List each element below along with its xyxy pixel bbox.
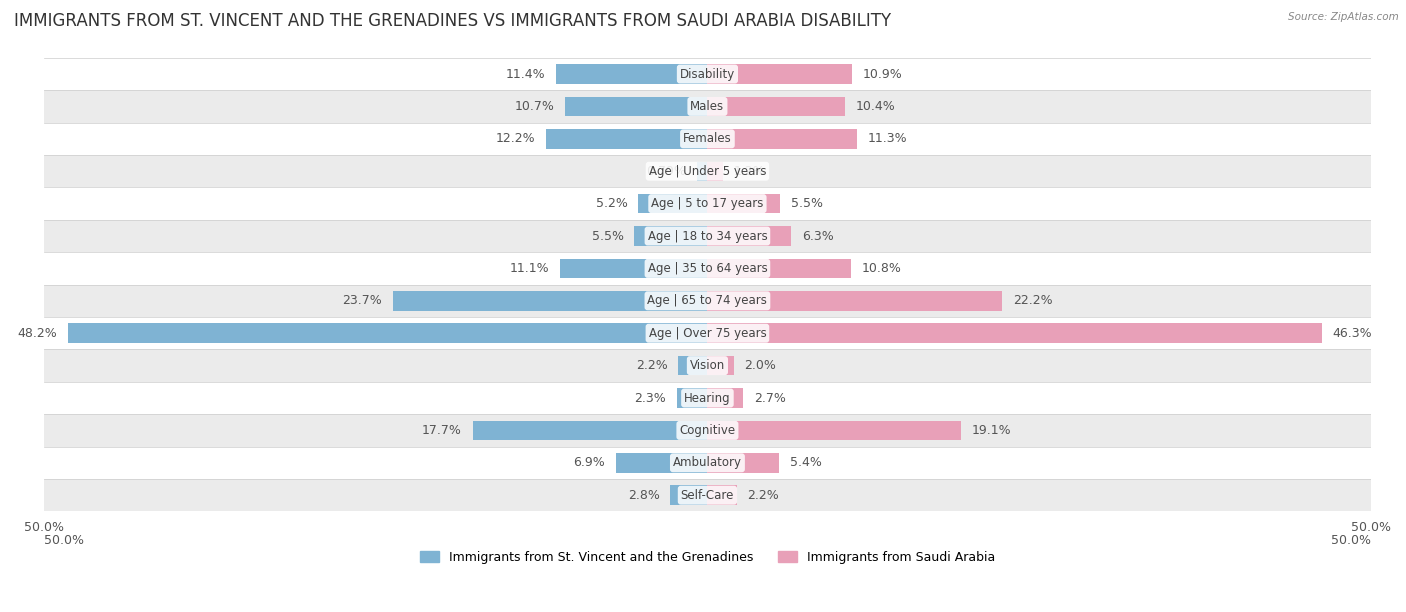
Bar [707, 64, 852, 84]
Bar [707, 356, 734, 375]
Bar [44, 220, 1371, 252]
Bar [671, 485, 707, 505]
Bar [44, 187, 1371, 220]
Bar [557, 64, 707, 84]
Bar [707, 162, 723, 181]
Text: Self-Care: Self-Care [681, 489, 734, 502]
Bar [634, 226, 707, 246]
Text: IMMIGRANTS FROM ST. VINCENT AND THE GRENADINES VS IMMIGRANTS FROM SAUDI ARABIA D: IMMIGRANTS FROM ST. VINCENT AND THE GREN… [14, 12, 891, 30]
Bar [697, 162, 707, 181]
Text: Age | Under 5 years: Age | Under 5 years [648, 165, 766, 177]
Text: Ambulatory: Ambulatory [673, 457, 742, 469]
Text: 2.8%: 2.8% [627, 489, 659, 502]
Bar [44, 382, 1371, 414]
Text: 6.3%: 6.3% [801, 230, 834, 242]
Text: 23.7%: 23.7% [343, 294, 382, 307]
Text: 5.2%: 5.2% [596, 197, 628, 210]
Bar [44, 317, 1371, 349]
Bar [44, 479, 1371, 512]
Text: 11.3%: 11.3% [868, 132, 908, 145]
Text: 46.3%: 46.3% [1333, 327, 1372, 340]
Bar [44, 414, 1371, 447]
Text: Source: ZipAtlas.com: Source: ZipAtlas.com [1288, 12, 1399, 22]
Text: 5.5%: 5.5% [792, 197, 823, 210]
Bar [707, 129, 858, 149]
Bar [707, 291, 1002, 310]
Bar [44, 447, 1371, 479]
Text: 0.79%: 0.79% [647, 165, 686, 177]
Bar [676, 388, 707, 408]
Bar [546, 129, 707, 149]
Text: 2.0%: 2.0% [745, 359, 776, 372]
Text: Age | 65 to 74 years: Age | 65 to 74 years [648, 294, 768, 307]
Text: Cognitive: Cognitive [679, 424, 735, 437]
Text: 11.4%: 11.4% [506, 67, 546, 81]
Text: 48.2%: 48.2% [17, 327, 58, 340]
Bar [44, 155, 1371, 187]
Bar [565, 97, 707, 116]
Text: 17.7%: 17.7% [422, 424, 463, 437]
Text: 12.2%: 12.2% [495, 132, 534, 145]
Bar [44, 58, 1371, 90]
Bar [44, 90, 1371, 122]
Text: Age | Over 75 years: Age | Over 75 years [648, 327, 766, 340]
Text: Age | 35 to 64 years: Age | 35 to 64 years [648, 262, 768, 275]
Text: 10.7%: 10.7% [515, 100, 555, 113]
Bar [616, 453, 707, 472]
Bar [44, 122, 1371, 155]
Text: Age | 18 to 34 years: Age | 18 to 34 years [648, 230, 768, 242]
Text: 19.1%: 19.1% [972, 424, 1011, 437]
Bar [560, 259, 707, 278]
Bar [707, 226, 792, 246]
Bar [44, 252, 1371, 285]
Text: 22.2%: 22.2% [1012, 294, 1052, 307]
Bar [392, 291, 707, 310]
Legend: Immigrants from St. Vincent and the Grenadines, Immigrants from Saudi Arabia: Immigrants from St. Vincent and the Gren… [420, 551, 995, 564]
Text: Hearing: Hearing [685, 392, 731, 405]
Bar [678, 356, 707, 375]
Text: 10.4%: 10.4% [856, 100, 896, 113]
Bar [707, 453, 779, 472]
Text: 2.2%: 2.2% [636, 359, 668, 372]
Bar [707, 324, 1322, 343]
Bar [472, 420, 707, 440]
Text: Vision: Vision [690, 359, 725, 372]
Text: 10.8%: 10.8% [862, 262, 901, 275]
Bar [707, 259, 851, 278]
Text: 50.0%: 50.0% [1331, 534, 1371, 547]
Bar [707, 97, 845, 116]
Bar [67, 324, 707, 343]
Text: 2.3%: 2.3% [634, 392, 666, 405]
Text: Age | 5 to 17 years: Age | 5 to 17 years [651, 197, 763, 210]
Text: 2.2%: 2.2% [747, 489, 779, 502]
Bar [638, 194, 707, 214]
Bar [707, 420, 960, 440]
Text: 5.4%: 5.4% [790, 457, 821, 469]
Text: 50.0%: 50.0% [44, 534, 84, 547]
Text: 5.5%: 5.5% [592, 230, 624, 242]
Text: Females: Females [683, 132, 731, 145]
Bar [707, 388, 744, 408]
Bar [707, 194, 780, 214]
Text: 2.7%: 2.7% [754, 392, 786, 405]
Bar [707, 485, 737, 505]
Bar [44, 285, 1371, 317]
Text: Disability: Disability [681, 67, 735, 81]
Text: 10.9%: 10.9% [863, 67, 903, 81]
Text: 11.1%: 11.1% [510, 262, 550, 275]
Text: 6.9%: 6.9% [574, 457, 605, 469]
Text: 1.2%: 1.2% [734, 165, 766, 177]
Bar [44, 349, 1371, 382]
Text: Males: Males [690, 100, 724, 113]
